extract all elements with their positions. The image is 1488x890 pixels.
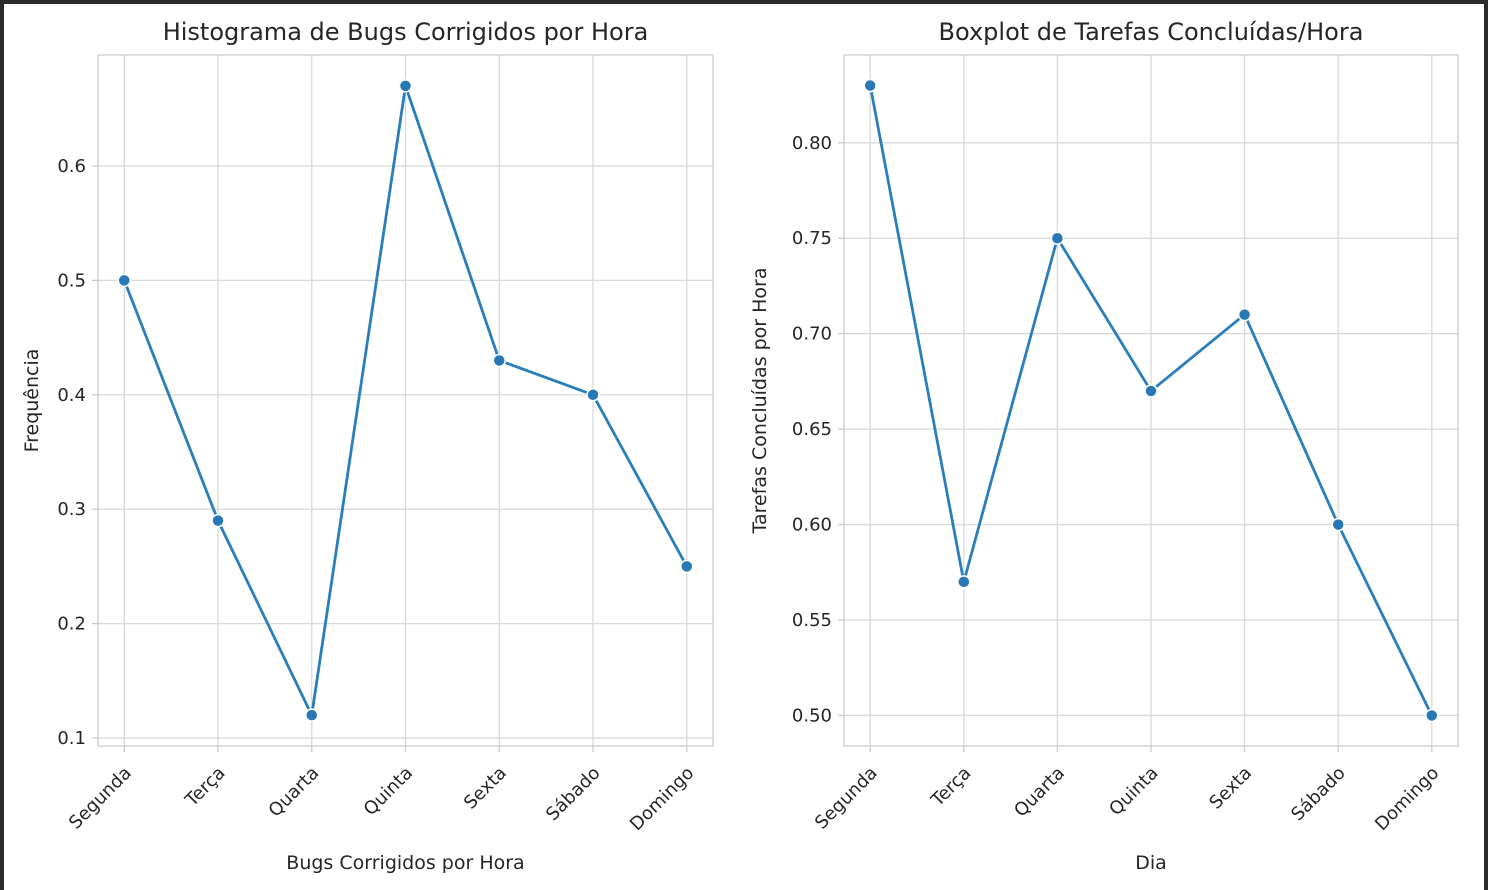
left-chart-data-point	[211, 513, 225, 528]
right-chart-ytick-label: 0.75	[792, 228, 832, 249]
right-chart-xtick-label: Quarta	[1010, 763, 1069, 822]
left-chart-ytick-label: 0.6	[57, 156, 86, 177]
right-chart-data-point	[863, 78, 877, 93]
left-chart-ytick-label: 0.4	[57, 385, 86, 406]
right-chart-data-point	[1050, 231, 1065, 245]
left-chart-ylabel: Frequência	[21, 349, 43, 453]
right-chart-data-point	[1331, 517, 1345, 532]
right-chart-xtick-label: Domingo	[1371, 763, 1443, 835]
figure: Histograma de Bugs Corrigidos por Hora B…	[4, 4, 1484, 890]
right-chart-data-point	[957, 575, 971, 589]
left-chart-data-point	[680, 559, 694, 574]
left-chart-xtick-label: Segunda	[65, 763, 136, 834]
left-chart-xlabel: Bugs Corrigidos por Hora	[286, 852, 524, 874]
right-chart-xtick-label: Terça	[927, 763, 976, 812]
left-chart-xtick-label: Terça	[181, 763, 230, 812]
right-chart-ytick-label: 0.70	[792, 324, 832, 345]
right-chart-ytick-label: 0.60	[792, 515, 832, 536]
left-chart-title: Histograma de Bugs Corrigidos por Hora	[163, 18, 649, 46]
right-chart-title: Boxplot de Tarefas Concluídas/Hora	[939, 18, 1364, 46]
figure-svg: Histograma de Bugs Corrigidos por Hora B…	[21, 18, 1459, 874]
left-chart-xtick-label: Quarta	[265, 763, 324, 822]
left-chart-data-point	[305, 708, 319, 722]
right-chart-data-point	[1144, 384, 1158, 398]
right-chart-ytick-label: 0.65	[792, 419, 832, 440]
right-chart: Boxplot de Tarefas Concluídas/Hora Dia T…	[749, 18, 1459, 874]
left-chart-ytick-label: 0.3	[57, 499, 86, 520]
left-chart-xtick-label: Quinta	[360, 763, 417, 820]
right-chart-ylabel: Tarefas Concluídas por Hora	[749, 268, 771, 535]
right-chart-xlabel: Dia	[1135, 852, 1167, 874]
right-chart-xtick-label: Segunda	[811, 763, 882, 834]
left-chart-ytick-label: 0.5	[57, 270, 86, 291]
left-chart-xtick-label: Sexta	[460, 763, 511, 814]
right-chart-data-point	[1237, 307, 1252, 322]
right-chart-xtick-label: Sexta	[1205, 763, 1256, 814]
left-chart-ytick-label: 0.1	[57, 728, 86, 749]
right-chart-ytick-label: 0.80	[792, 133, 832, 154]
left-chart: Histograma de Bugs Corrigidos por Hora B…	[21, 18, 714, 874]
right-chart-xtick-label: Sábado	[1287, 763, 1349, 825]
right-chart-ytick-label: 0.55	[792, 610, 832, 631]
left-chart-data-point	[492, 353, 506, 368]
left-chart-plot-frame	[97, 54, 714, 747]
left-chart-data-point	[586, 388, 600, 402]
right-chart-xtick-label: Quinta	[1105, 763, 1162, 820]
left-chart-xtick-label: Sábado	[542, 763, 604, 825]
right-chart-plot-frame	[843, 54, 1459, 747]
right-chart-data-point	[1425, 708, 1439, 723]
left-chart-ytick-label: 0.2	[57, 614, 86, 635]
right-chart-ytick-label: 0.50	[792, 705, 832, 726]
left-chart-data-point	[117, 273, 131, 288]
left-chart-data-point	[398, 79, 413, 93]
left-chart-xtick-label: Domingo	[626, 763, 698, 835]
